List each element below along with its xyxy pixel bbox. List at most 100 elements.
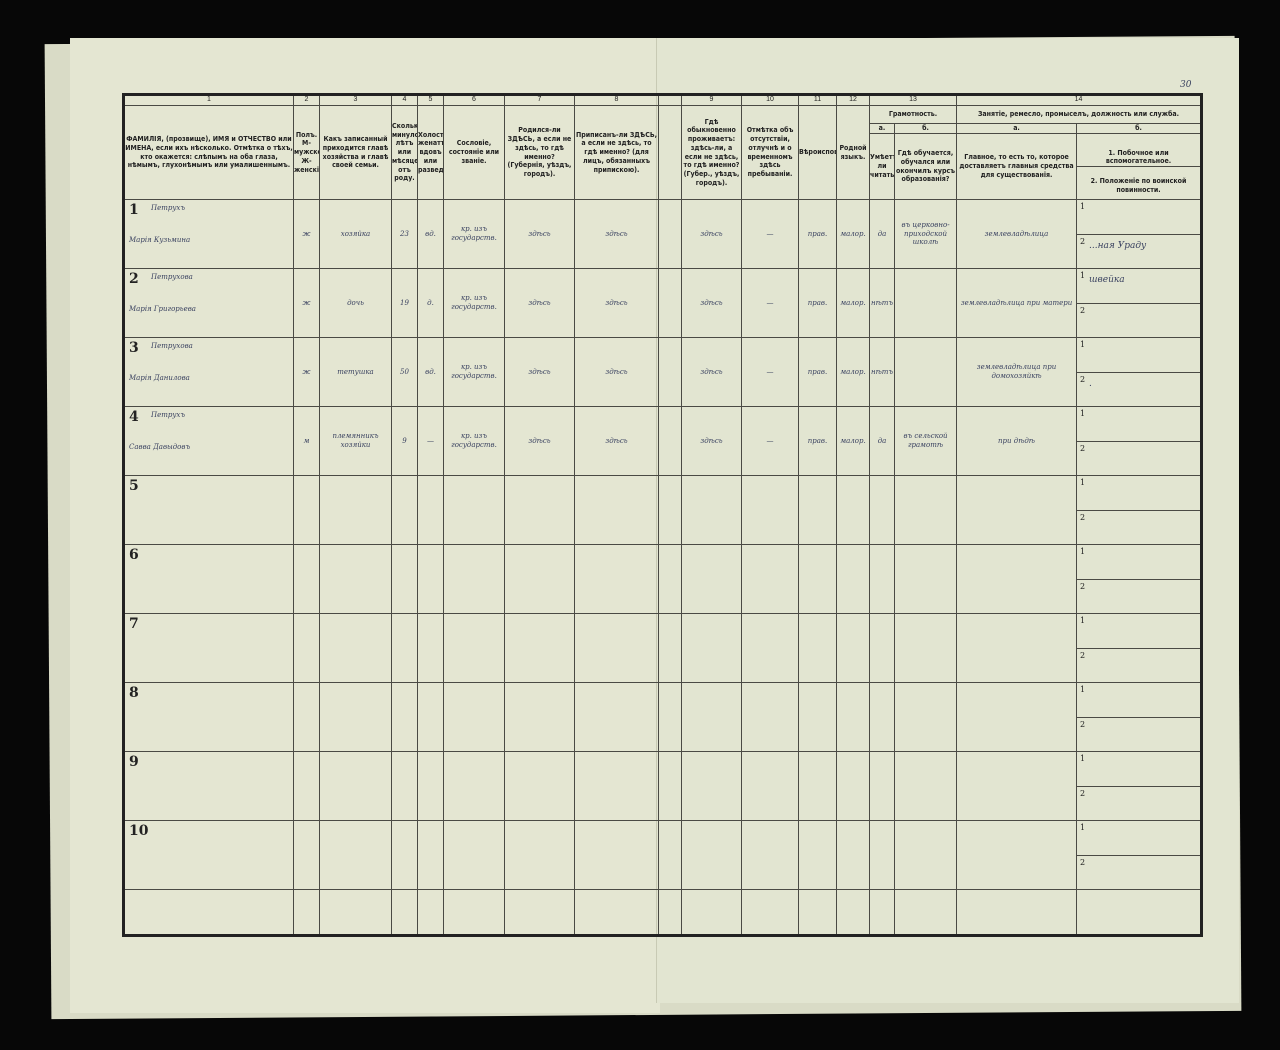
sub-side: 1 швейка <box>1078 270 1201 303</box>
empty-cell <box>869 889 895 936</box>
cell-absence: — <box>741 337 799 407</box>
sub-number: 2 <box>1080 236 1086 246</box>
cell-blank <box>658 682 682 752</box>
row-number: 5 <box>129 478 139 494</box>
cell-age <box>391 544 418 614</box>
cell-marital: вд. <box>417 199 444 269</box>
sub-side: 1 <box>1078 753 1201 786</box>
empty-cell <box>319 889 392 936</box>
col-num: 12 <box>836 94 870 106</box>
cell-estate <box>443 544 505 614</box>
cell-resides <box>681 613 742 683</box>
cell-relation: хозяйка <box>319 199 392 269</box>
empty-cell <box>681 889 742 936</box>
cell-sex: ж <box>293 268 320 338</box>
header-language: Родной языкъ. <box>836 105 870 200</box>
sub-number: 1 <box>1080 754 1086 763</box>
cell-military: ...ная Ураду <box>1089 240 1147 251</box>
cell-born <box>504 544 575 614</box>
cell-reads <box>869 475 895 545</box>
sub-military: 2 <box>1077 440 1201 475</box>
header-marital: Холостъ, женатъ, вдовъ или разведенъ. <box>417 105 444 200</box>
cell-language <box>836 751 870 821</box>
sub-number: 1 <box>1080 271 1086 280</box>
empty-cell <box>798 889 837 936</box>
cell-absence <box>741 682 799 752</box>
name-cell: 8 <box>123 682 294 752</box>
cell-relation <box>319 544 392 614</box>
cell-relation <box>319 751 392 821</box>
cell-education: въ церковно-приходской школѣ <box>893 199 958 269</box>
cell-religion: прав. <box>798 337 837 407</box>
cell-language <box>836 544 870 614</box>
cell-religion: прав. <box>798 199 837 269</box>
sub-number: 2 <box>1080 305 1086 315</box>
col-num: 11 <box>798 94 837 106</box>
cell-education <box>893 682 958 752</box>
empty-cell <box>293 889 320 936</box>
cell-resides <box>681 544 742 614</box>
given-name: Савва Давыдовъ <box>129 443 191 451</box>
surname: Петрухъ <box>151 204 186 212</box>
cell-education <box>893 337 958 407</box>
name-cell: 9 <box>123 751 294 821</box>
cell-religion: прав. <box>798 406 837 476</box>
cell-sex <box>293 544 320 614</box>
sub-military: 2 <box>1077 509 1201 544</box>
row-number: 8 <box>129 685 139 701</box>
header-name: ФАМИЛІЯ, (прозвище), ИМЯ и ОТЧЕСТВО или … <box>123 105 294 200</box>
cell-education <box>893 751 958 821</box>
empty-cell <box>574 889 659 936</box>
sub-number: 2 <box>1080 374 1086 384</box>
name-cell: 1 Петрухъ Марія Кузьмина <box>123 199 294 269</box>
sub-number: 1 <box>1080 409 1086 418</box>
cell-estate: кр. изъ государств. <box>443 268 505 338</box>
cell-language: малор. <box>836 268 870 338</box>
cell-sex <box>293 682 320 752</box>
cell-religion <box>798 544 837 614</box>
header-age: Сколько минуло лѣтъ или мѣсяцевъ отъ род… <box>391 105 418 200</box>
cell-estate <box>443 820 505 890</box>
cell-absence: — <box>741 268 799 338</box>
cell-absence: — <box>741 199 799 269</box>
cell-blank <box>658 337 682 407</box>
cell-estate: кр. изъ государств. <box>443 199 505 269</box>
cell-religion <box>798 475 837 545</box>
empty-cell <box>504 889 575 936</box>
row-number: 10 <box>129 823 149 839</box>
cell-marital <box>417 544 444 614</box>
empty-cell <box>893 889 958 936</box>
cell-marital: — <box>417 406 444 476</box>
cell-registered: здѣсь <box>574 199 659 269</box>
sub-military: 2 <box>1077 647 1201 682</box>
cell-resides <box>681 751 742 821</box>
sub-military: 2 <box>1077 302 1201 337</box>
cell-born: здѣсь <box>504 406 575 476</box>
cell-reads <box>869 682 895 752</box>
cell-reads: да <box>869 406 895 476</box>
cell-age <box>391 751 418 821</box>
cell-reads <box>869 820 895 890</box>
empty-cell <box>391 889 418 936</box>
cell-marital <box>417 820 444 890</box>
sub-number: 2 <box>1080 581 1086 591</box>
given-name: Марія Кузьмина <box>129 236 191 244</box>
sub-number: 1 <box>1080 547 1086 556</box>
cell-estate: кр. изъ государств. <box>443 406 505 476</box>
cell-born: здѣсь <box>504 268 575 338</box>
surname: Петрухова <box>151 273 193 281</box>
header-13b: б. <box>893 123 958 134</box>
header-registered: Приписанъ-ли ЗДѢСЬ, а если не здѣсь, то … <box>574 105 659 200</box>
cell-education <box>893 268 958 338</box>
cell-blank <box>658 268 682 338</box>
name-cell: 10 <box>123 820 294 890</box>
cell-sex: ж <box>293 337 320 407</box>
sub-military: 2 <box>1077 854 1201 889</box>
sub-military: 2 <box>1077 578 1201 613</box>
name-cell: 2 Петрухова Марія Григорьева <box>123 268 294 338</box>
cell-side: швейка <box>1089 275 1125 285</box>
cell-marital <box>417 475 444 545</box>
